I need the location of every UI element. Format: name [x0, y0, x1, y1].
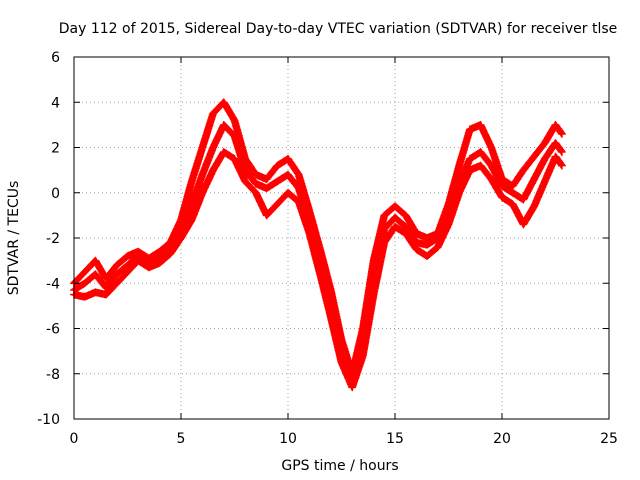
x-tick-label: 20 [493, 431, 511, 447]
y-tick-label: 6 [51, 50, 60, 66]
x-tick-label: 5 [177, 431, 186, 447]
y-tick-label: -8 [46, 367, 60, 383]
y-tick-label: -2 [46, 231, 60, 247]
chart-title: Day 112 of 2015, Sidereal Day-to-day VTE… [59, 21, 618, 37]
x-tick-label: 15 [386, 431, 404, 447]
x-axis-label: GPS time / hours [281, 458, 398, 474]
y-axis-label: SDTVAR / TECUs [6, 181, 22, 296]
x-tick-label: 25 [600, 431, 618, 447]
data-series-group [70, 98, 566, 392]
y-tick-label: 4 [51, 95, 60, 111]
y-tick-label: -10 [37, 412, 60, 428]
x-tick-label: 10 [279, 431, 297, 447]
y-tick-label: 2 [51, 141, 60, 157]
y-tick-label: -4 [46, 276, 60, 292]
x-tick-label: 0 [70, 431, 79, 447]
data-series-3 [70, 148, 566, 392]
x-tick-labels: 0 5 10 15 20 25 [70, 431, 618, 447]
y-tick-label: 0 [51, 186, 60, 202]
axis-ticks [73, 56, 610, 420]
y-tick-labels: -10 -8 -6 -4 -2 0 2 4 6 [37, 50, 60, 428]
y-tick-label: -6 [46, 322, 60, 338]
